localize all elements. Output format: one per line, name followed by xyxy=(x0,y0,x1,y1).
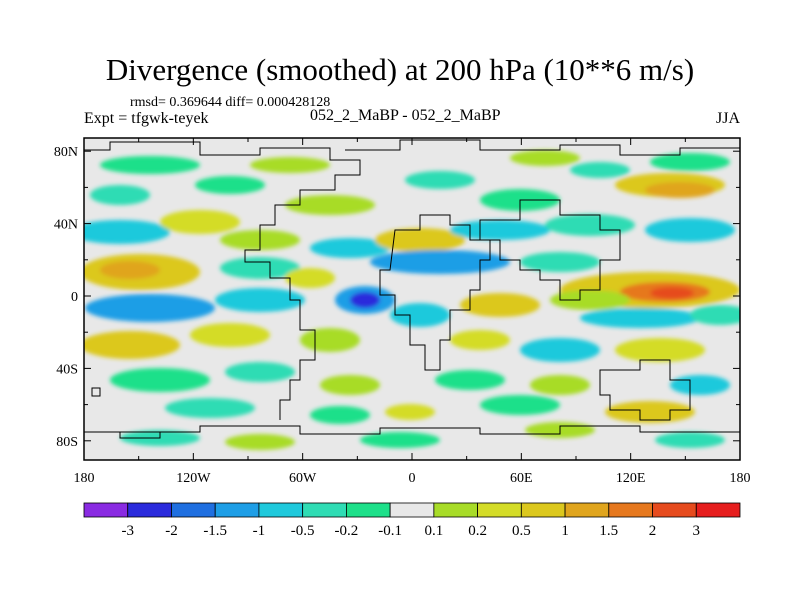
map-title: Divergence (smoothed) at 200 hPa (10**6 … xyxy=(105,52,695,87)
rmsd-diff-stats: rmsd= 0.369644 diff= 0.000428128 xyxy=(130,95,331,110)
divergence-field xyxy=(84,139,740,450)
colorbar-label: 1 xyxy=(561,523,569,539)
colorbar-box xyxy=(127,502,172,518)
colorbar-label: -3 xyxy=(121,523,134,539)
colorbar-label: 3 xyxy=(693,523,701,539)
colorbar-box xyxy=(258,502,304,518)
colorbar-label: -0.1 xyxy=(378,523,402,539)
lat-label: 0 xyxy=(71,290,78,305)
colorbar-label: 0.5 xyxy=(512,523,531,539)
coastlines xyxy=(84,139,740,439)
lon-label: 120E xyxy=(616,471,646,486)
colorbar-label: -1 xyxy=(253,523,266,539)
lon-label: 180 xyxy=(74,471,95,486)
experiment-label: Expt = tfgwk-teyek xyxy=(84,110,209,127)
colorbar-box xyxy=(520,502,566,518)
lon-label: 120W xyxy=(176,471,211,486)
lon-label: 0 xyxy=(409,471,416,486)
colorbar-box xyxy=(302,502,347,518)
colorbar-label: 1.5 xyxy=(599,523,618,539)
colorbar-box xyxy=(695,502,741,518)
colorbar-box xyxy=(608,502,653,518)
colorbar-box xyxy=(433,502,479,518)
colorbar-box xyxy=(345,502,391,518)
season-label: JJA xyxy=(716,110,741,127)
colorbar-box xyxy=(83,502,129,518)
colorbar-label: 2 xyxy=(649,523,657,539)
lat-label: 40S xyxy=(56,362,78,377)
colorbar-label: 0.2 xyxy=(468,523,487,539)
lon-label: 60W xyxy=(289,471,317,486)
case-label: 052_2_MaBP - 052_2_MaBP xyxy=(310,107,501,124)
longitude-axis: 180 120W 60W 0 60E 120E 180 xyxy=(74,138,751,486)
colorbar-box xyxy=(389,502,435,518)
lon-label: 180 xyxy=(730,471,751,486)
colorbar-box xyxy=(477,502,522,518)
colorbar-box xyxy=(171,502,216,518)
colorbar-box xyxy=(214,502,260,518)
colorbar-box xyxy=(564,502,610,518)
colorbar-label: 0.1 xyxy=(424,523,443,539)
lat-label: 40N xyxy=(54,218,78,233)
lon-label: 60E xyxy=(510,471,533,486)
latitude-axis: 80N 40N 0 40S 80S xyxy=(54,145,740,450)
colorbar-label: -2 xyxy=(165,523,178,539)
colorbar-label: -0.2 xyxy=(335,523,359,539)
colorbar-label: -0.5 xyxy=(291,523,315,539)
colorbar-box xyxy=(652,502,697,518)
colorbar-label: -1.5 xyxy=(203,523,227,539)
lat-label: 80S xyxy=(56,435,78,450)
lat-label: 80N xyxy=(54,145,78,160)
